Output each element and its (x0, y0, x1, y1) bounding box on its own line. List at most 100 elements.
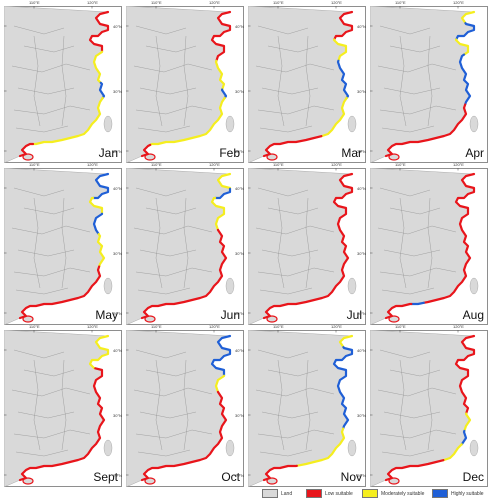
coast-segment-low (140, 390, 228, 482)
province-border (13, 105, 91, 115)
taiwan-island (103, 115, 113, 133)
lat-label: 30°N (357, 413, 366, 418)
province-border (135, 429, 213, 439)
lon-label: 110°E (29, 162, 40, 167)
province-border (133, 387, 213, 397)
province-border (13, 429, 91, 439)
month-label: Mar (341, 146, 362, 160)
province-border (13, 349, 65, 359)
coast-segment-moderate (210, 196, 226, 232)
province-border (267, 45, 319, 53)
lat-label: 30°N (235, 89, 244, 94)
lon-label: 120°E (209, 0, 220, 5)
province-border (259, 449, 313, 457)
province-border (15, 125, 69, 133)
province-border (379, 349, 431, 359)
coast-segment-low (140, 228, 228, 320)
province-border (377, 387, 457, 397)
province-border (145, 207, 197, 215)
coast-segment-high (210, 334, 232, 377)
province-border (137, 287, 191, 295)
province-border (259, 287, 313, 295)
province-border (155, 359, 163, 451)
province-border (381, 287, 435, 295)
map-svg (248, 6, 366, 163)
province-border (137, 125, 191, 133)
province-border (277, 359, 285, 451)
lat-label: 30°N (235, 413, 244, 418)
coast-segment-low (88, 10, 110, 53)
taiwan-island (469, 115, 479, 133)
lat-label: 40°N (235, 24, 244, 29)
coast-segment-low (140, 143, 152, 158)
hainan-island (266, 477, 278, 485)
map-panel-oct: 110°E 120°E 40°N 30°N 20°N Oct (113, 324, 244, 487)
map-svg (126, 6, 244, 163)
province-border (377, 225, 457, 235)
hainan-island (22, 153, 34, 161)
legend-label-land: Land (281, 490, 293, 497)
coast-segment-high (455, 22, 476, 41)
legend-item-moderate: Moderately suitable (362, 489, 424, 498)
lat-label: 40°N (357, 186, 366, 191)
lon-label: 120°E (453, 162, 464, 167)
province-border (135, 105, 213, 115)
province-border (13, 267, 91, 277)
lat-label: 40°N (235, 186, 244, 191)
province-border (61, 359, 67, 451)
lat-label: 30°N (113, 89, 122, 94)
lon-label: 110°E (29, 0, 40, 5)
map-svg (370, 6, 488, 163)
hainan-island (144, 477, 156, 485)
coast-segment-low (18, 142, 35, 158)
legend-item-high: Highly suitable (432, 489, 484, 498)
province-border (381, 125, 435, 133)
coast-segment-high (410, 301, 425, 306)
map-svg (4, 330, 122, 487)
map-svg (4, 6, 122, 163)
coast-segment-moderate (149, 96, 226, 146)
map-svg (248, 330, 366, 487)
province-border (379, 25, 431, 35)
province-border (277, 197, 285, 289)
coast-segment-low (454, 334, 476, 415)
lat-label: 30°N (357, 89, 366, 94)
lon-label: 120°E (331, 0, 342, 5)
hainan-island (266, 315, 278, 323)
lat-label: 40°N (235, 348, 244, 353)
map-svg (126, 168, 244, 325)
month-label: Nov (340, 470, 362, 484)
province-border (389, 369, 441, 377)
lat-label: 40°N (113, 24, 122, 29)
province-border (183, 359, 189, 451)
map-svg (4, 168, 122, 325)
province-border (427, 35, 433, 127)
map-svg (126, 330, 244, 487)
map-panel-feb: 110°E 120°E 40°N 30°N 20°N Feb (113, 0, 244, 163)
lon-label: 120°E (331, 162, 342, 167)
taiwan-island (225, 277, 235, 295)
map-panel-aug: 110°E 120°E 40°N 30°N 20°N Aug (357, 162, 488, 325)
province-border (11, 63, 91, 73)
lon-label: 120°E (331, 324, 342, 329)
lat-label: 40°N (357, 24, 366, 29)
legend-swatch-low (306, 489, 322, 498)
lat-label: 30°N (235, 251, 244, 256)
coast-segment-low (333, 10, 354, 41)
province-border (135, 267, 213, 277)
coast-segment-moderate (454, 38, 470, 56)
province-border (11, 225, 91, 235)
coast-segment-high (332, 346, 354, 430)
lat-label: 40°N (357, 348, 366, 353)
hainan-island (388, 477, 400, 485)
lat-label: 30°N (357, 251, 366, 256)
province-border (427, 359, 433, 451)
province-border (379, 187, 431, 197)
map-panel-jun: 110°E 120°E 40°N 30°N 20°N Jun (113, 162, 244, 325)
lat-label: 20°N (357, 149, 366, 154)
coast-segment-low (384, 302, 413, 320)
province-border (33, 359, 41, 451)
province-border (135, 349, 187, 359)
province-border (13, 25, 65, 35)
province-border (399, 359, 407, 451)
